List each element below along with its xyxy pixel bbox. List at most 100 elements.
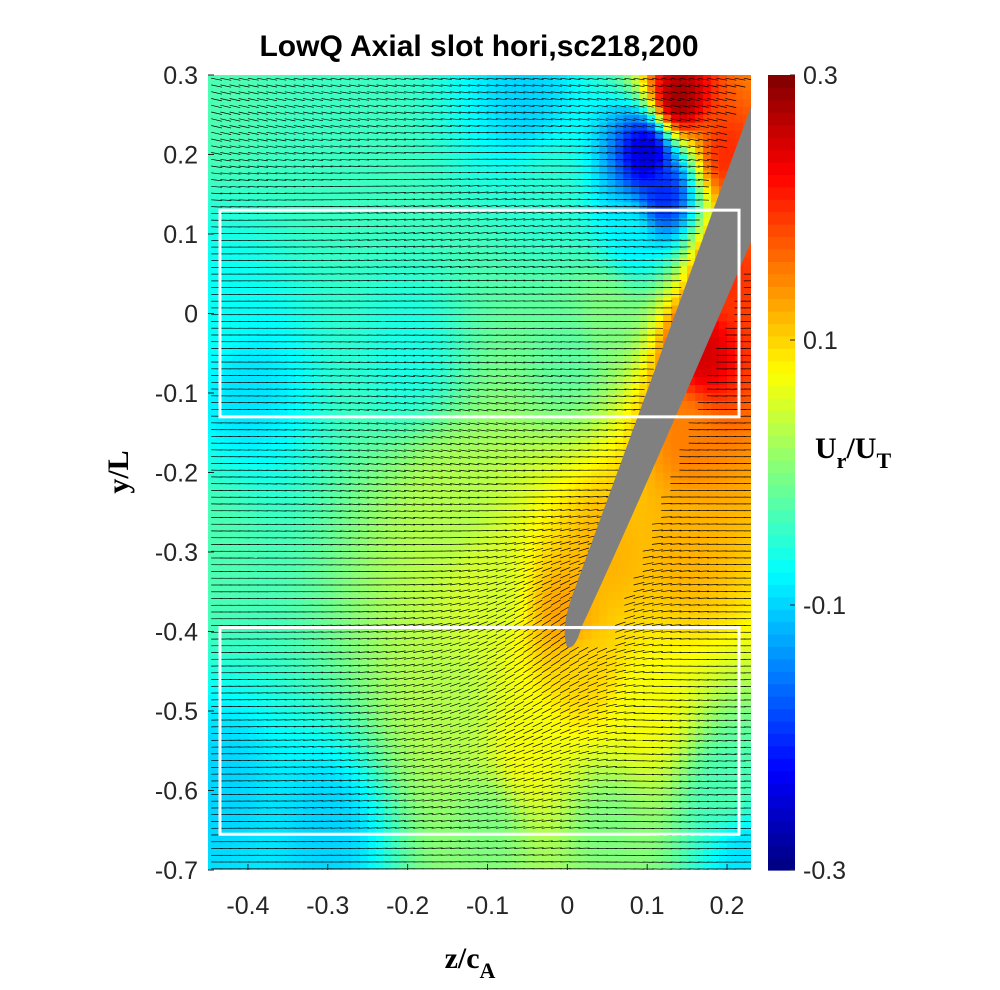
heatmap-cell	[519, 90, 529, 100]
heatmap-cell	[391, 559, 401, 569]
heatmap-cell	[231, 726, 241, 736]
heatmap-cell	[375, 734, 385, 744]
heatmap-cell	[559, 329, 568, 338]
heatmap-cell	[567, 711, 576, 720]
heatmap-cell	[351, 766, 361, 776]
heatmap-cell	[239, 774, 249, 784]
heatmap-cell	[423, 472, 433, 482]
heatmap-cell	[423, 806, 433, 815]
heatmap-cell	[223, 583, 233, 593]
heatmap-cell	[208, 838, 217, 847]
heatmap-cell	[367, 377, 377, 386]
heatmap-cell	[543, 210, 552, 219]
heatmap-cell	[415, 528, 425, 537]
heatmap-cell	[343, 671, 353, 680]
heatmap-cell	[599, 456, 608, 466]
heatmap-cell	[391, 567, 401, 577]
heatmap-cell	[495, 790, 505, 800]
heatmap-cell	[535, 480, 544, 489]
heatmap-cell	[583, 98, 592, 108]
heatmap-cell	[375, 512, 385, 521]
heatmap-cell	[319, 838, 329, 847]
heatmap-cell	[455, 408, 465, 418]
heatmap-cell	[255, 726, 265, 736]
heatmap-cell	[351, 679, 361, 688]
heatmap-cell	[279, 703, 289, 712]
heatmap-cell	[455, 265, 465, 275]
heatmap-cell	[591, 663, 600, 672]
heatmap-cell	[303, 218, 313, 227]
heatmap-cell	[271, 838, 281, 847]
heatmap-cell	[263, 862, 273, 870]
heatmap-cell	[559, 234, 568, 243]
heatmap-cell	[383, 448, 393, 458]
heatmap-cell	[583, 178, 592, 187]
heatmap-cell	[479, 607, 489, 617]
heatmap-cell	[208, 241, 217, 251]
heatmap-cell	[319, 424, 329, 434]
heatmap-cell	[511, 480, 521, 489]
heatmap-cell	[335, 138, 345, 148]
heatmap-cell	[263, 504, 273, 513]
heatmap-cell	[208, 639, 217, 648]
heatmap-cell	[415, 321, 425, 330]
heatmap-cell	[551, 393, 560, 402]
heatmap-cell	[535, 305, 544, 315]
heatmap-cell	[223, 448, 233, 458]
heatmap-cell	[255, 98, 265, 108]
heatmap-cell	[591, 369, 600, 378]
heatmap-cell	[223, 281, 233, 291]
heatmap-cell	[423, 424, 433, 434]
heatmap-cell	[447, 305, 457, 315]
heatmap-cell	[271, 647, 281, 656]
heatmap-cell	[271, 186, 281, 195]
heatmap-cell	[479, 806, 489, 815]
heatmap-cell	[551, 408, 560, 418]
heatmap-cell	[487, 774, 497, 784]
heatmap-cell	[327, 393, 337, 402]
heatmap-cell	[319, 711, 329, 720]
heatmap-cell	[431, 393, 441, 402]
heatmap-cell	[591, 750, 600, 760]
heatmap-cell	[503, 448, 513, 458]
heatmap-cell	[391, 528, 401, 537]
heatmap-cell	[495, 703, 505, 712]
heatmap-cell	[463, 559, 473, 569]
heatmap-cell	[463, 98, 473, 108]
heatmap-cell	[239, 321, 249, 330]
heatmap-cell	[383, 194, 393, 203]
heatmap-cell	[599, 440, 608, 450]
heatmap-cell	[223, 456, 233, 466]
heatmap-cell	[327, 528, 337, 537]
heatmap-cell	[263, 257, 273, 267]
heatmap-cell	[367, 106, 377, 116]
heatmap-cell	[399, 862, 409, 870]
heatmap-cell	[447, 345, 457, 354]
heatmap-cell	[575, 854, 584, 863]
heatmap-cell	[495, 345, 505, 354]
heatmap-cell	[295, 305, 305, 315]
heatmap-cell	[535, 520, 544, 529]
heatmap-cell	[383, 687, 393, 696]
heatmap-cell	[399, 838, 409, 847]
heatmap-cell	[279, 750, 289, 760]
heatmap-cell	[311, 361, 321, 370]
heatmap-cell	[319, 226, 329, 235]
heatmap-cell	[535, 170, 544, 179]
heatmap-cell	[295, 400, 305, 410]
heatmap-cell	[575, 766, 584, 776]
heatmap-cell	[567, 742, 576, 752]
heatmap-cell	[351, 536, 361, 545]
heatmap-cell	[303, 552, 313, 561]
heatmap-cell	[263, 838, 273, 847]
heatmap-cell	[263, 615, 273, 625]
heatmap-cell	[471, 718, 481, 728]
heatmap-cell	[231, 862, 241, 870]
heatmap-cell	[319, 297, 329, 307]
heatmap-cell	[263, 106, 273, 116]
heatmap-cell	[527, 806, 536, 815]
heatmap-cell	[471, 734, 481, 744]
heatmap-cell	[343, 146, 353, 156]
heatmap-cell	[423, 488, 433, 497]
heatmap-cell	[359, 456, 369, 466]
